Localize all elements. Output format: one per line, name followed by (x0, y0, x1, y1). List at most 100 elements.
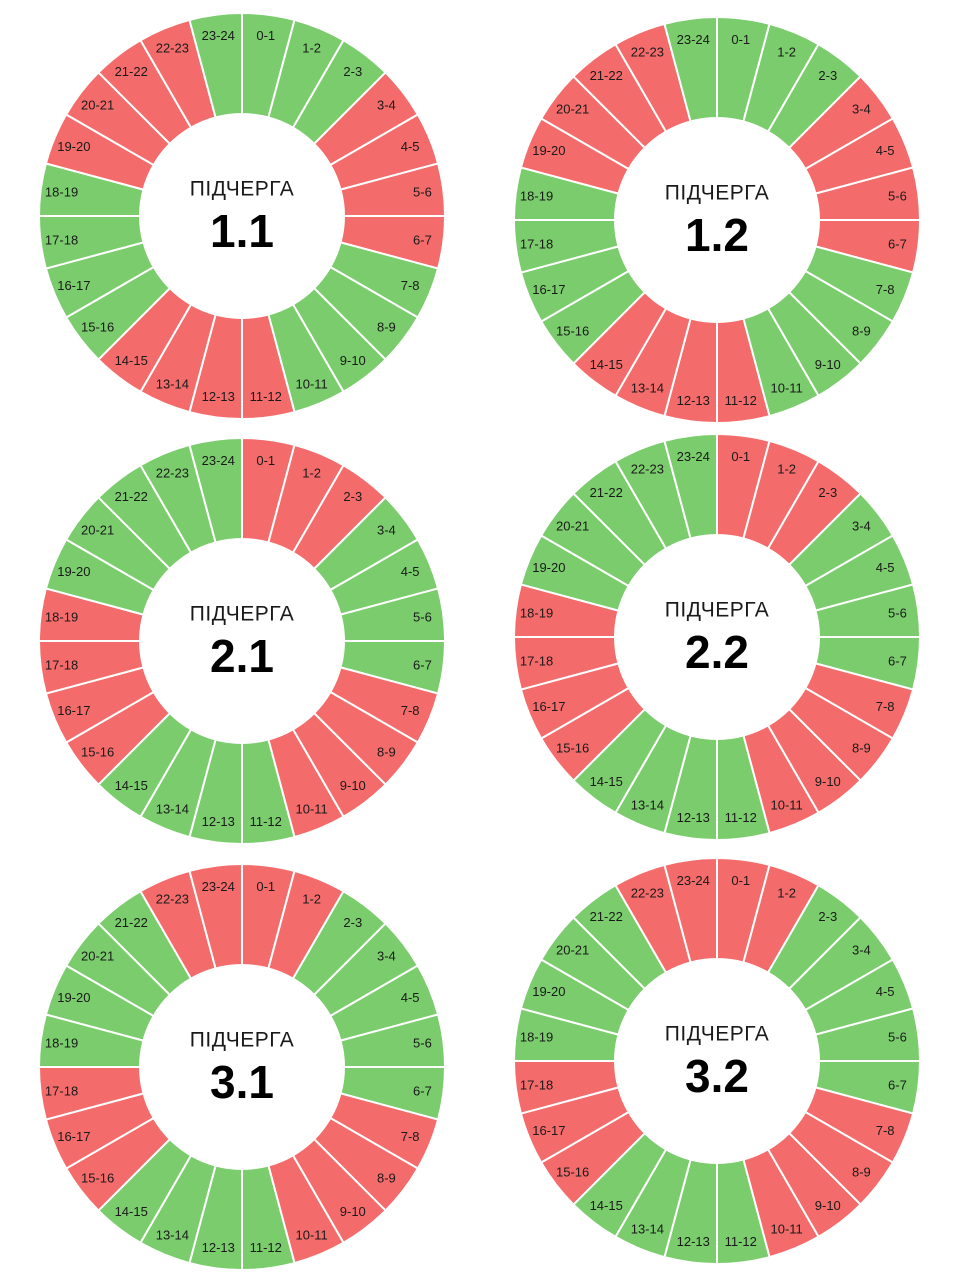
segment-label-10-11: 10-11 (295, 802, 327, 817)
subqueue-label: ПІДЧЕРГА (190, 178, 294, 201)
segment-label-12-13: 12-13 (202, 814, 235, 829)
segment-label-17-18: 17-18 (45, 232, 78, 247)
donut-svg: 0-1 1-2 2-3 3-4 4-5 5-6 6-7 7-8 8-9 9-10 10-11 11-1… (37, 862, 447, 1272)
segment-label-3-4: 3-4 (852, 519, 871, 534)
segment-label-16-17: 16-17 (57, 278, 90, 293)
segment-label-7-8: 7-8 (876, 1123, 895, 1138)
segment-label-3-4: 3-4 (377, 949, 396, 964)
segment-label-9-10: 9-10 (340, 353, 366, 368)
segment-label-9-10: 9-10 (815, 774, 841, 789)
segment-label-8-9: 8-9 (852, 1164, 871, 1179)
subqueue-number: 2.2 (685, 626, 749, 678)
segment-label-20-21: 20-21 (81, 98, 114, 113)
segment-label-3-4: 3-4 (852, 102, 871, 117)
segment-label-18-19: 18-19 (45, 610, 78, 625)
segment-label-9-10: 9-10 (815, 1198, 841, 1213)
segment-label-1-2: 1-2 (302, 465, 321, 480)
segment-label-7-8: 7-8 (401, 1129, 420, 1144)
segment-label-11-12: 11-12 (250, 1240, 282, 1255)
subqueue-number: 1.1 (210, 205, 274, 257)
segment-23-24 (188, 11, 243, 119)
segment-label-7-8: 7-8 (401, 278, 420, 293)
segment-label-11-12: 11-12 (725, 810, 757, 825)
subqueue-label: ПІДЧЕРГА (665, 1023, 769, 1046)
segment-label-16-17: 16-17 (57, 1129, 90, 1144)
segment-label-21-22: 21-22 (590, 485, 623, 500)
segment-23-24 (663, 432, 718, 540)
segment-label-16-17: 16-17 (532, 1123, 565, 1138)
subqueue-label: ПІДЧЕРГА (665, 599, 769, 622)
segment-label-11-12: 11-12 (725, 393, 757, 408)
segment-label-4-5: 4-5 (876, 560, 895, 575)
segment-label-2-3: 2-3 (818, 909, 837, 924)
segment-label-3-4: 3-4 (377, 523, 396, 538)
segment-label-7-8: 7-8 (876, 282, 895, 297)
segment-label-4-5: 4-5 (401, 139, 420, 154)
segment-label-21-22: 21-22 (115, 489, 148, 504)
segment-label-19-20: 19-20 (532, 560, 565, 575)
segment-label-14-15: 14-15 (590, 774, 623, 789)
segment-label-22-23: 22-23 (156, 40, 189, 55)
segment-label-16-17: 16-17 (532, 282, 565, 297)
segment-label-14-15: 14-15 (590, 357, 623, 372)
segment-label-13-14: 13-14 (631, 1222, 664, 1237)
segment-label-23-24: 23-24 (677, 449, 710, 464)
segment-label-14-15: 14-15 (115, 1204, 148, 1219)
segment-label-5-6: 5-6 (413, 185, 432, 200)
segment-label-9-10: 9-10 (340, 1204, 366, 1219)
segment-label-12-13: 12-13 (677, 1234, 710, 1249)
segment-label-3-4: 3-4 (852, 943, 871, 958)
segment-label-16-17: 16-17 (532, 699, 565, 714)
segment-label-11-12: 11-12 (725, 1234, 757, 1249)
segment-label-14-15: 14-15 (590, 1198, 623, 1213)
segment-label-23-24: 23-24 (202, 453, 235, 468)
segment-label-2-3: 2-3 (818, 485, 837, 500)
segment-label-18-19: 18-19 (45, 1036, 78, 1051)
segment-label-15-16: 15-16 (556, 323, 589, 338)
segment-label-14-15: 14-15 (115, 778, 148, 793)
subqueue-label: ПІДЧЕРГА (190, 1029, 294, 1052)
segment-label-2-3: 2-3 (343, 64, 362, 79)
donut-hole (616, 536, 818, 738)
donut-chart-3-2: 0-1 1-2 2-3 3-4 4-5 5-6 6-7 7-8 8-9 9-10 10-11 11-1… (502, 846, 932, 1276)
segment-label-22-23: 22-23 (156, 891, 189, 906)
segment-label-13-14: 13-14 (631, 798, 664, 813)
segment-label-10-11: 10-11 (770, 381, 802, 396)
segment-label-4-5: 4-5 (876, 143, 895, 158)
segment-label-7-8: 7-8 (401, 703, 420, 718)
segment-label-19-20: 19-20 (57, 990, 90, 1005)
segment-label-2-3: 2-3 (818, 68, 837, 83)
segment-label-23-24: 23-24 (202, 879, 235, 894)
segment-label-8-9: 8-9 (377, 744, 396, 759)
segment-label-5-6: 5-6 (888, 606, 907, 621)
segment-label-19-20: 19-20 (57, 564, 90, 579)
segment-label-5-6: 5-6 (888, 1030, 907, 1045)
segment-label-19-20: 19-20 (532, 984, 565, 999)
segment-label-22-23: 22-23 (631, 885, 664, 900)
segment-label-6-7: 6-7 (888, 653, 907, 668)
segment-label-19-20: 19-20 (532, 143, 565, 158)
segment-label-20-21: 20-21 (556, 519, 589, 534)
segment-label-20-21: 20-21 (556, 943, 589, 958)
segment-label-12-13: 12-13 (202, 389, 235, 404)
segment-label-5-6: 5-6 (413, 1036, 432, 1051)
segment-label-10-11: 10-11 (770, 798, 802, 813)
segment-label-17-18: 17-18 (520, 1077, 553, 1092)
segment-label-13-14: 13-14 (156, 377, 189, 392)
segment-label-1-2: 1-2 (777, 44, 796, 59)
segment-label-15-16: 15-16 (81, 319, 114, 334)
donut-svg: 0-1 1-2 2-3 3-4 4-5 5-6 6-7 7-8 8-9 9-10 10-11 11-1… (37, 436, 447, 846)
segment-label-1-2: 1-2 (777, 885, 796, 900)
segment-label-0-1: 0-1 (256, 879, 275, 894)
segment-label-22-23: 22-23 (631, 44, 664, 59)
segment-23-24 (188, 862, 243, 970)
donut-svg: 0-1 1-2 2-3 3-4 4-5 5-6 6-7 7-8 8-9 9-10 10-11 11-1… (512, 15, 922, 425)
donut-chart-1-2: 0-1 1-2 2-3 3-4 4-5 5-6 6-7 7-8 8-9 9-10 10-11 11-1… (502, 5, 932, 435)
segment-label-21-22: 21-22 (115, 915, 148, 930)
segment-label-13-14: 13-14 (156, 1228, 189, 1243)
subqueue-label: ПІДЧЕРГА (665, 182, 769, 205)
segment-label-17-18: 17-18 (45, 657, 78, 672)
segment-label-12-13: 12-13 (202, 1240, 235, 1255)
segment-label-6-7: 6-7 (888, 1077, 907, 1092)
donut-chart-2-2: 0-1 1-2 2-3 3-4 4-5 5-6 6-7 7-8 8-9 9-10 10-11 11-1… (502, 422, 932, 852)
